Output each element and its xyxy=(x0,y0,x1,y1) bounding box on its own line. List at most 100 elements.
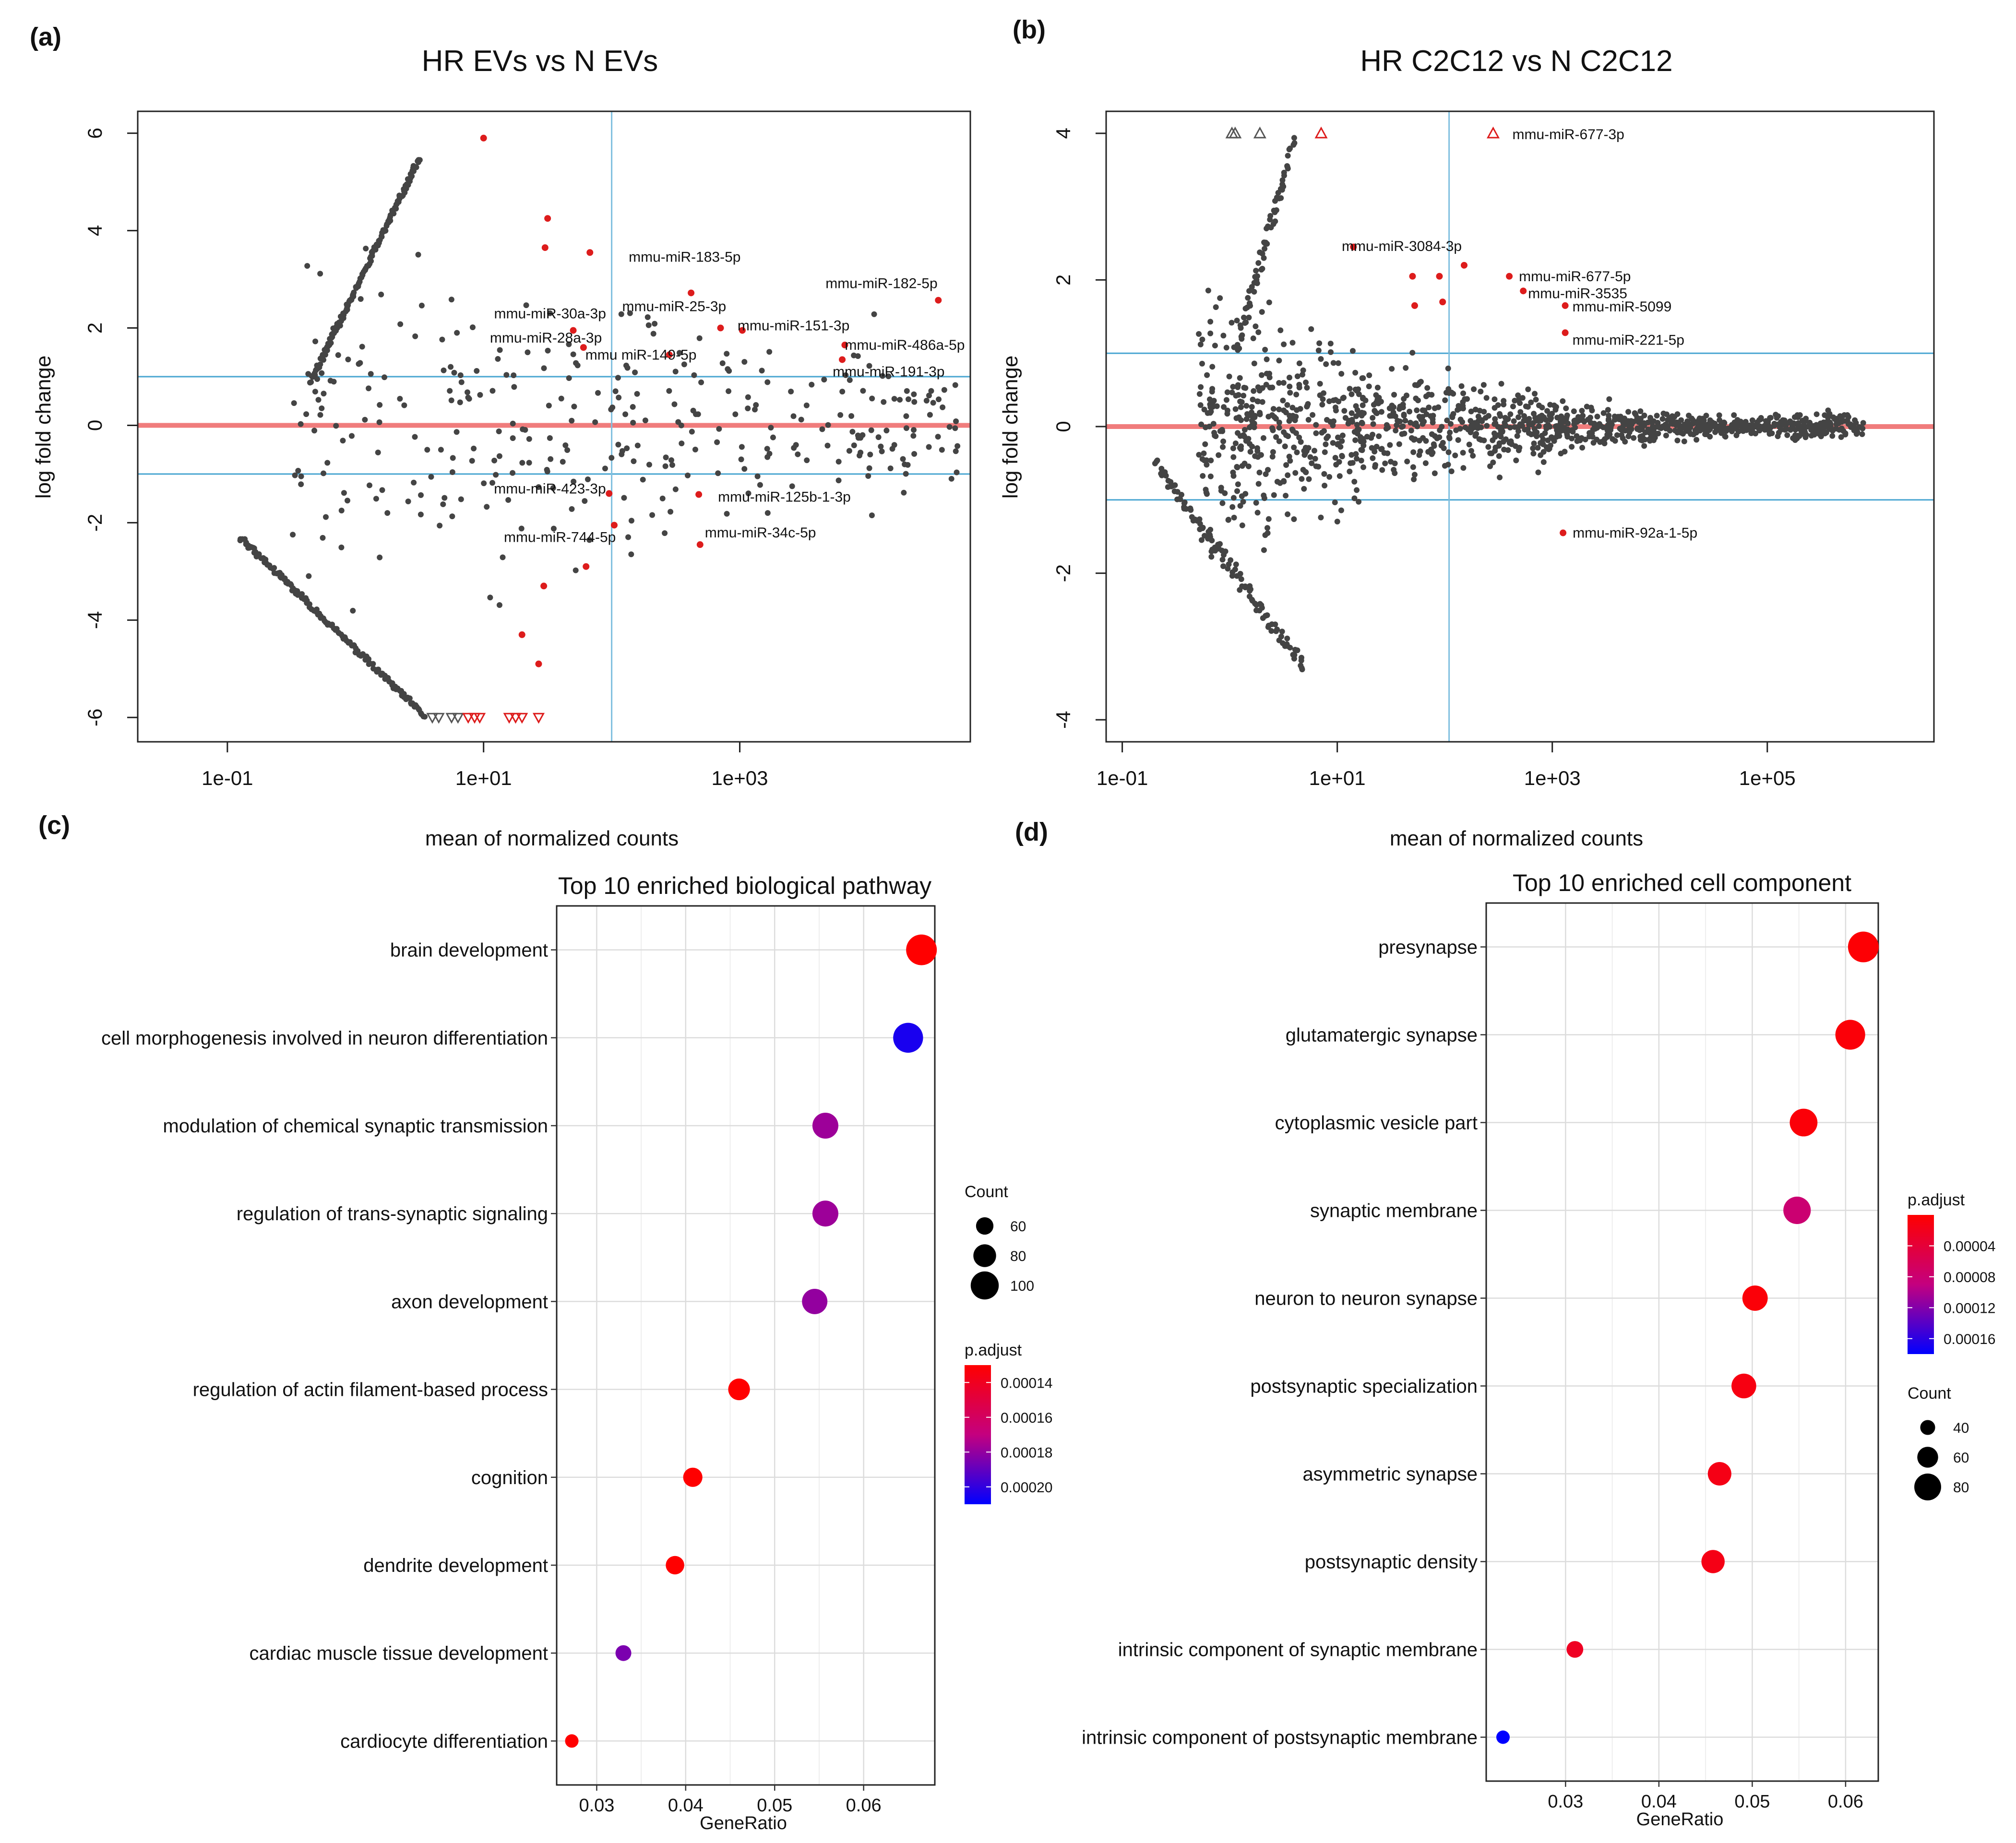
ma-point xyxy=(405,498,411,504)
ma-point xyxy=(344,498,350,504)
legend-count-label-d-2: 80 xyxy=(1953,1480,1969,1496)
ma-point xyxy=(1253,277,1260,283)
ma-point xyxy=(1408,428,1414,434)
ma-point xyxy=(1678,417,1684,423)
ma-point xyxy=(1291,652,1298,658)
ma-point xyxy=(1737,422,1743,428)
ma-point xyxy=(1829,433,1836,439)
ma-point xyxy=(1292,470,1299,476)
ma-point xyxy=(1430,450,1436,456)
ma-point xyxy=(1208,554,1215,560)
dot-point-c-3 xyxy=(812,1201,838,1227)
ma-point xyxy=(1223,345,1229,351)
ma-point xyxy=(570,351,576,357)
ma-point xyxy=(447,388,453,394)
ma-clipped-point-a-8 xyxy=(509,713,522,724)
ma-point xyxy=(1671,414,1678,420)
ma-ytick-label-b-3: 2 xyxy=(1052,274,1074,285)
ma-point xyxy=(1721,419,1727,426)
legend-padjust-label-c-2: 0.00018 xyxy=(1001,1445,1052,1461)
ma-point xyxy=(1249,404,1255,410)
ma-labelled-point-a-9 xyxy=(606,490,613,497)
ma-point xyxy=(1224,389,1230,395)
ma-point xyxy=(1330,360,1336,366)
ma-point xyxy=(1472,433,1479,439)
ma-point xyxy=(1270,406,1276,412)
ma-point xyxy=(1289,404,1296,411)
ma-point xyxy=(1860,420,1866,426)
ma-point xyxy=(1319,402,1325,408)
ma-point xyxy=(377,402,383,408)
ma-point xyxy=(1430,416,1436,422)
ma-point xyxy=(1264,612,1270,618)
ma-point xyxy=(290,532,296,538)
ma-point xyxy=(1237,445,1243,451)
ma-ytick-label-a-6: 6 xyxy=(84,128,106,139)
ma-point xyxy=(1672,428,1678,434)
ma-point xyxy=(412,434,418,440)
ma-point xyxy=(1286,418,1292,424)
ma-point xyxy=(1795,414,1801,420)
ma-point xyxy=(1251,388,1257,394)
ma-point xyxy=(1631,435,1637,441)
ma-point xyxy=(1322,449,1328,455)
ma-point xyxy=(585,476,591,482)
ma-labelled-point-b-4 xyxy=(1562,302,1569,309)
ma-point xyxy=(550,525,557,532)
ma-ytick-label-b-2: 0 xyxy=(1052,421,1074,432)
ma-labelled-point-b-1 xyxy=(1461,262,1468,269)
ma-ylabel-a: log fold change xyxy=(32,356,55,499)
ma-point xyxy=(314,376,321,382)
ma-point xyxy=(1613,416,1619,422)
ma-point xyxy=(618,311,624,317)
legend-count-label-d-0: 40 xyxy=(1953,1420,1969,1436)
ma-point xyxy=(1654,413,1660,419)
ma-point xyxy=(1163,473,1169,479)
ma-point xyxy=(1335,434,1341,440)
ma-point xyxy=(1501,398,1507,404)
ma-point xyxy=(1498,380,1504,387)
ma-point xyxy=(1352,369,1359,376)
ma-point xyxy=(1678,429,1684,436)
ma-point xyxy=(927,412,933,418)
legend-count-dot-d-2 xyxy=(1914,1474,1941,1500)
ma-point xyxy=(1353,451,1359,457)
ma-point xyxy=(764,510,771,516)
ma-point xyxy=(1347,468,1353,475)
ma-point xyxy=(1250,335,1256,342)
ma-point xyxy=(1272,209,1278,215)
ma-point xyxy=(1178,492,1184,498)
ma-point xyxy=(1297,405,1303,412)
ma-point xyxy=(1376,433,1382,440)
ma-point xyxy=(1507,425,1513,431)
ma-point xyxy=(1264,241,1270,247)
ma-point xyxy=(910,433,917,439)
ma-point xyxy=(1259,605,1265,611)
ma-point xyxy=(448,364,454,370)
ma-point xyxy=(1401,396,1407,402)
ma-point xyxy=(1446,435,1453,441)
ma-point xyxy=(1234,488,1241,494)
ma-point xyxy=(1199,456,1205,462)
ma-point xyxy=(1286,374,1292,380)
ma-point xyxy=(1460,390,1467,396)
ma-point xyxy=(1272,218,1278,225)
ma-point xyxy=(308,379,314,385)
ma-point xyxy=(298,481,304,488)
ma-point xyxy=(1544,408,1551,414)
ma-point xyxy=(510,420,516,427)
ma-point xyxy=(1241,427,1248,433)
ma-point xyxy=(573,360,579,366)
ma-point xyxy=(1285,511,1291,517)
ma-point xyxy=(338,544,345,550)
legend-padjust-bar-d xyxy=(1908,1215,1934,1354)
ma-point xyxy=(1818,428,1825,434)
ma-point xyxy=(1234,342,1241,348)
ma-xtick-label-b-1: 1e+01 xyxy=(1309,767,1366,789)
ma-point xyxy=(1299,476,1305,482)
dot-point-c-7 xyxy=(666,1556,684,1575)
ma-point xyxy=(881,399,887,405)
ma-point xyxy=(803,402,810,408)
ma-mirna-label-a-4: mmu-miR-151-3p xyxy=(738,318,849,334)
ma-point xyxy=(1508,438,1514,444)
